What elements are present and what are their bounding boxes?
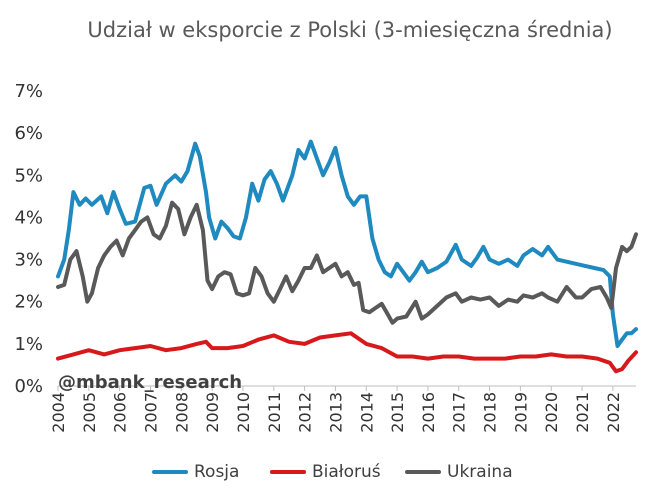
series-line-ukraina: [56, 200, 638, 325]
chart-title: Udział w eksporcie z Polski (3-miesięczn…: [87, 18, 613, 42]
x-tick-label: 2013: [326, 392, 345, 433]
legend-label-rosja: Rosja: [194, 462, 240, 482]
x-tick-label: 2018: [481, 392, 500, 433]
x-tick-label: 2008: [172, 392, 191, 433]
legend-label-bialorus: Białoruś: [312, 462, 381, 482]
y-tick-label: 4%: [14, 207, 43, 228]
series-line-rosja: [56, 139, 638, 348]
x-tick-label: 2014: [357, 392, 376, 433]
legend-item-bialorus: Białoruś: [270, 462, 381, 482]
x-tick-label: 2012: [296, 392, 315, 433]
x-tick-label: 2007: [141, 392, 160, 433]
legend-swatch-ukraina: [405, 470, 441, 474]
legend-item-ukraina: Ukraina: [405, 462, 513, 482]
x-tick-label: 2017: [450, 392, 469, 433]
y-tick-label: 1%: [14, 334, 43, 355]
x-tick-label: 2011: [265, 392, 284, 433]
y-tick-label: 7%: [14, 81, 43, 102]
series-lines: [56, 139, 638, 374]
x-tick-label: 2020: [542, 392, 561, 433]
legend-item-rosja: Rosja: [152, 462, 239, 482]
chart-plot-area: 0%1%2%3%4%5%6%7% 2004 2005 2006 2007 2008 200…: [14, 81, 638, 433]
x-tick-label: 2022: [604, 392, 623, 433]
y-axis: 0% 1% 2% 3% 4% 5% 6% 7%: [14, 81, 43, 397]
x-axis: 2004 2005 2006 2007 2008 2009 2010 2011 2012 2013…: [49, 386, 623, 433]
x-tick-label: 2005: [80, 392, 99, 433]
series-line-biaoru: [56, 331, 638, 374]
x-tick-label: 2015: [388, 392, 407, 433]
y-tick-label: 5%: [14, 165, 43, 186]
y-tick-label: 0%: [14, 376, 43, 397]
legend-label-ukraina: Ukraina: [447, 462, 513, 482]
x-tick-label: 2010: [234, 392, 253, 433]
legend: Rosja Białoruś Ukraina: [0, 462, 655, 492]
legend-swatch-rosja: [152, 470, 188, 474]
y-tick-label: 2%: [14, 292, 43, 313]
x-tick-label: 2021: [573, 392, 592, 433]
x-tick-label: 2019: [511, 392, 530, 433]
y-tick-label: 6%: [14, 123, 43, 144]
x-tick-label: 2006: [111, 392, 130, 433]
x-tick-label: 2004: [49, 392, 68, 433]
x-tick-label: 2009: [203, 392, 222, 433]
y-tick-label: 3%: [14, 250, 43, 271]
watermark-text: @mbank_research: [58, 372, 243, 393]
legend-swatch-bialorus: [270, 470, 306, 474]
x-tick-label: 2016: [419, 392, 438, 433]
